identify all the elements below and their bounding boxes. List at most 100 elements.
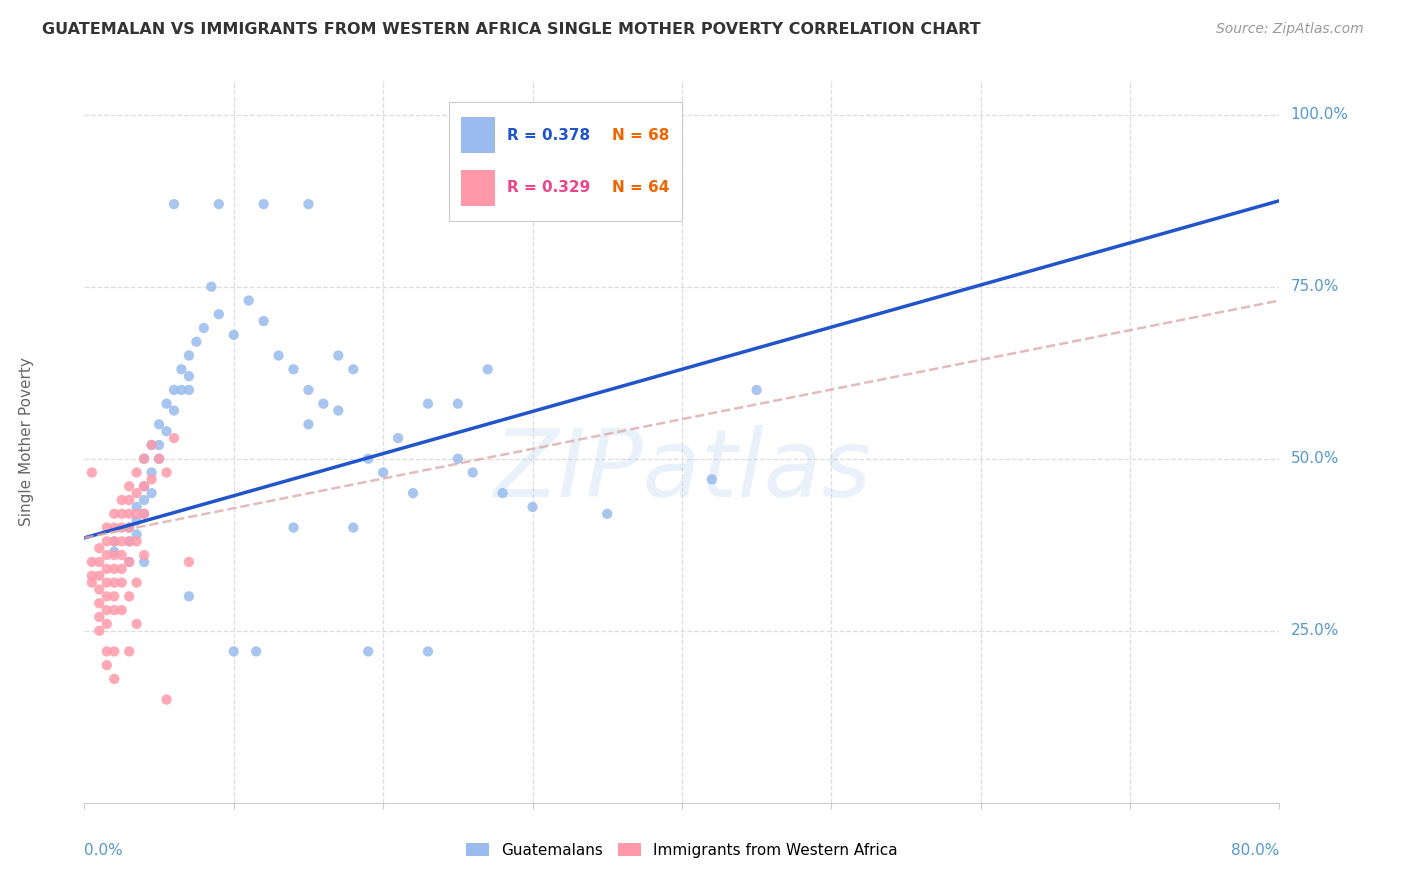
Point <box>155 466 177 480</box>
Text: 25.0%: 25.0% <box>1291 624 1339 639</box>
Point <box>103 534 125 549</box>
Point <box>186 334 208 349</box>
Text: Single Mother Poverty: Single Mother Poverty <box>20 357 35 526</box>
Point <box>132 451 156 466</box>
Text: GUATEMALAN VS IMMIGRANTS FROM WESTERN AFRICA SINGLE MOTHER POVERTY CORRELATION C: GUATEMALAN VS IMMIGRANTS FROM WESTERN AF… <box>42 22 981 37</box>
Point <box>312 397 335 411</box>
Point <box>387 431 409 445</box>
Point <box>177 555 200 569</box>
Point <box>103 575 125 590</box>
Point <box>89 610 111 624</box>
Point <box>193 321 215 335</box>
Point <box>373 466 395 480</box>
Point <box>111 575 134 590</box>
Point <box>89 624 111 638</box>
Point <box>416 397 439 411</box>
Point <box>125 575 148 590</box>
Point <box>89 541 111 556</box>
Point <box>148 417 170 432</box>
Point <box>96 603 118 617</box>
Point <box>447 451 470 466</box>
Point <box>125 500 148 514</box>
Point <box>118 520 141 534</box>
Point <box>141 466 163 480</box>
Point <box>118 507 141 521</box>
Point <box>200 279 222 293</box>
Point <box>170 383 193 397</box>
Point <box>342 362 364 376</box>
Point <box>118 644 141 658</box>
Point <box>163 431 186 445</box>
Point <box>118 555 141 569</box>
Point <box>103 603 125 617</box>
Point <box>148 451 170 466</box>
Point <box>177 383 200 397</box>
Text: 75.0%: 75.0% <box>1291 279 1339 294</box>
Point <box>342 520 364 534</box>
Point <box>208 197 231 211</box>
Point <box>103 548 125 562</box>
Point <box>297 417 319 432</box>
Point <box>89 568 111 582</box>
Text: ZIPatlas: ZIPatlas <box>494 425 870 516</box>
Point <box>118 520 141 534</box>
Point <box>522 500 544 514</box>
Point <box>118 479 141 493</box>
Point <box>103 590 125 604</box>
Legend: Guatemalans, Immigrants from Western Africa: Guatemalans, Immigrants from Western Afr… <box>460 837 904 863</box>
Point <box>125 466 148 480</box>
Point <box>163 403 186 417</box>
Point <box>96 616 118 631</box>
Point <box>96 590 118 604</box>
Point <box>477 362 499 376</box>
Point <box>118 590 141 604</box>
Point <box>111 493 134 508</box>
Point <box>163 197 186 211</box>
Point <box>103 534 125 549</box>
Point <box>132 507 156 521</box>
Point <box>700 472 723 486</box>
Point <box>103 644 125 658</box>
Point <box>125 486 148 500</box>
Point <box>447 397 470 411</box>
Point <box>111 548 134 562</box>
Point <box>141 472 163 486</box>
Point <box>596 507 619 521</box>
Text: 50.0%: 50.0% <box>1291 451 1339 467</box>
Point <box>96 548 118 562</box>
Point <box>155 397 177 411</box>
Point <box>283 362 305 376</box>
Point <box>416 644 439 658</box>
Point <box>80 466 103 480</box>
Point <box>132 548 156 562</box>
Point <box>357 644 380 658</box>
Point <box>492 486 515 500</box>
Point <box>155 424 177 438</box>
Point <box>148 438 170 452</box>
Point <box>132 451 156 466</box>
Point <box>267 349 290 363</box>
Text: 100.0%: 100.0% <box>1291 107 1348 122</box>
Point <box>177 349 200 363</box>
Point <box>132 555 156 569</box>
Point <box>125 507 148 521</box>
Point <box>118 555 141 569</box>
Point <box>118 534 141 549</box>
Point <box>177 369 200 384</box>
Point <box>96 520 118 534</box>
Point <box>125 534 148 549</box>
Point <box>402 486 425 500</box>
Point <box>208 307 231 321</box>
Point <box>297 197 319 211</box>
Point <box>96 658 118 673</box>
Point <box>89 582 111 597</box>
Point <box>132 479 156 493</box>
Point <box>163 383 186 397</box>
Point <box>103 520 125 534</box>
Point <box>328 403 350 417</box>
Point <box>461 466 484 480</box>
Point <box>125 527 148 541</box>
Point <box>111 520 134 534</box>
Point <box>111 562 134 576</box>
Point <box>132 479 156 493</box>
